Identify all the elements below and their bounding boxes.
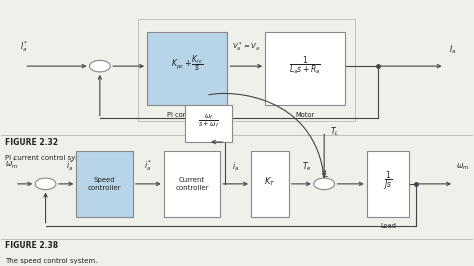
FancyBboxPatch shape [265,32,346,105]
FancyBboxPatch shape [185,105,232,142]
Text: $\dfrac{\omega_f}{s+\omega_f}$: $\dfrac{\omega_f}{s+\omega_f}$ [198,112,219,130]
Text: $i_a^*$: $i_a^*$ [65,158,74,173]
Circle shape [314,178,335,190]
Text: PI controller: PI controller [167,112,207,118]
Text: $\dfrac{1}{L_a s+R_a}$: $\dfrac{1}{L_a s+R_a}$ [289,54,321,76]
Text: $\dfrac{1}{Js}$: $\dfrac{1}{Js}$ [383,170,392,192]
Text: +: + [91,60,97,66]
Text: $I_a^*$: $I_a^*$ [19,39,28,54]
FancyBboxPatch shape [367,151,409,217]
Text: Load: Load [380,223,396,229]
Text: $V_a^*=V_a$: $V_a^*=V_a$ [232,41,260,54]
FancyBboxPatch shape [147,32,228,105]
Text: $T_e$: $T_e$ [301,160,311,173]
Text: $K_{pc}+\dfrac{K_{ic}}{s}$: $K_{pc}+\dfrac{K_{ic}}{s}$ [171,53,203,73]
Text: Speed
controller: Speed controller [88,177,121,191]
Text: PI current control system.: PI current control system. [5,155,95,161]
Text: Current
controller: Current controller [175,177,209,191]
Text: $i_a$: $i_a$ [232,160,239,173]
Text: The speed control system.: The speed control system. [5,259,98,264]
Text: +: + [325,178,330,184]
Text: $T_L$: $T_L$ [330,125,339,138]
Text: $\omega_m$: $\omega_m$ [456,162,470,172]
FancyBboxPatch shape [76,151,133,217]
Circle shape [90,60,110,72]
Text: −: − [40,184,47,193]
Text: +: + [36,178,42,184]
Text: $I_a$: $I_a$ [449,43,456,56]
Text: $i_a^*$: $i_a^*$ [144,158,153,173]
FancyBboxPatch shape [251,151,289,217]
Circle shape [35,178,56,190]
Text: −: − [320,172,328,181]
Text: $\omega_m^*$: $\omega_m^*$ [5,156,18,171]
Text: Motor: Motor [296,112,315,118]
Text: FIGURE 2.32: FIGURE 2.32 [5,138,58,147]
Text: −: − [94,66,101,75]
Text: $K_T$: $K_T$ [264,175,275,188]
FancyBboxPatch shape [164,151,220,217]
Text: FIGURE 2.38: FIGURE 2.38 [5,242,59,251]
